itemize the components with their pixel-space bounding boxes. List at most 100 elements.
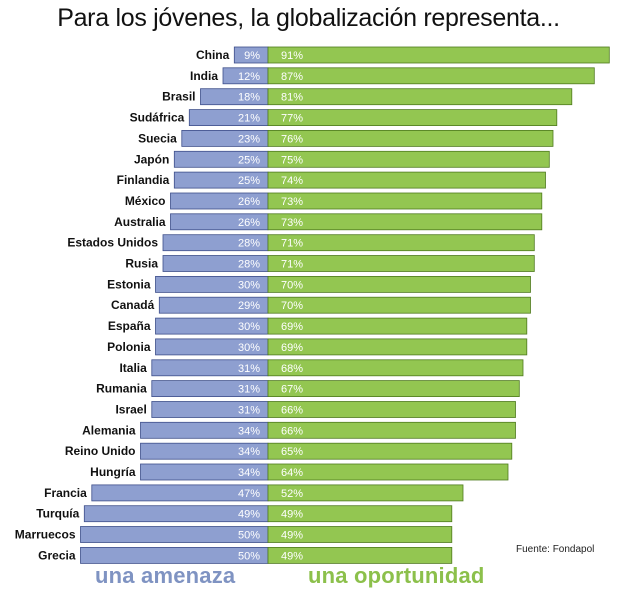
category-label: Estonia	[107, 277, 151, 291]
category-label: Sudáfrica	[130, 111, 185, 125]
value-label-threat: 29%	[238, 300, 260, 312]
bar-opportunity-8	[267, 192, 543, 210]
value-label-opportunity: 87%	[281, 71, 303, 83]
value-label-threat: 18%	[238, 92, 260, 104]
category-label: China	[196, 48, 230, 62]
bar-opportunity-21	[267, 463, 509, 481]
category-label: Grecia	[38, 548, 76, 562]
value-label-threat: 34%	[238, 425, 260, 437]
bar-opportunity-14	[267, 317, 528, 335]
category-label: Finlandia	[117, 173, 170, 187]
bar-opportunity-17	[267, 380, 520, 398]
category-label: Rumania	[96, 382, 147, 396]
chart-title: Para los jóvenes, la globalización repre…	[57, 4, 560, 32]
category-label: Rusia	[125, 257, 158, 271]
value-label-threat: 50%	[238, 550, 260, 562]
value-label-opportunity: 66%	[281, 425, 303, 437]
value-label-threat: 28%	[238, 238, 260, 250]
value-label-opportunity: 64%	[281, 467, 303, 479]
bar-opportunity-5	[267, 129, 554, 147]
category-label: Turquía	[36, 507, 79, 521]
value-label-opportunity: 77%	[281, 113, 303, 125]
bar-opportunity-2	[267, 67, 595, 85]
bar-opportunity-9	[267, 213, 543, 231]
bar-opportunity-10	[267, 234, 535, 252]
category-label: Japón	[134, 152, 169, 166]
value-label-opportunity: 49%	[281, 509, 303, 521]
value-label-threat: 34%	[238, 467, 260, 479]
category-label: México	[125, 194, 166, 208]
value-label-opportunity: 81%	[281, 92, 303, 104]
value-label-opportunity: 52%	[281, 488, 303, 500]
value-label-threat: 26%	[238, 217, 260, 229]
value-label-opportunity: 71%	[281, 259, 303, 271]
value-label-threat: 26%	[238, 196, 260, 208]
bar-opportunity-11	[267, 255, 535, 272]
value-label-threat: 25%	[238, 175, 260, 187]
bar-opportunity-15	[267, 338, 528, 356]
value-label-threat: 28%	[238, 259, 260, 271]
value-label-threat: 47%	[238, 488, 260, 500]
bar-opportunity-1	[267, 46, 610, 64]
category-label: Alemania	[82, 423, 136, 437]
category-label: Canadá	[111, 298, 155, 312]
bar-opportunity-12	[267, 275, 531, 293]
value-label-opportunity: 67%	[281, 384, 303, 396]
category-label: Marruecos	[15, 528, 76, 542]
value-label-threat: 34%	[238, 446, 260, 458]
bar-opportunity-4	[267, 109, 558, 126]
value-label-threat: 23%	[238, 133, 260, 145]
value-label-opportunity: 91%	[281, 50, 303, 62]
source-note: Fuente: Fondapol	[516, 544, 595, 555]
bar-opportunity-25	[267, 547, 453, 564]
value-label-opportunity: 70%	[281, 279, 303, 291]
category-label: India	[190, 69, 218, 83]
value-label-threat: 31%	[238, 384, 260, 396]
category-label: Italia	[119, 361, 147, 375]
bar-opportunity-7	[267, 171, 546, 189]
bar-opportunity-19	[267, 421, 516, 439]
category-label: Estados Unidos	[67, 236, 158, 250]
legend-threat-label: una amenaza	[95, 563, 236, 588]
value-label-opportunity: 71%	[281, 238, 303, 250]
category-label: Israel	[115, 403, 146, 417]
legend-opportunity-label: una oportunidad	[308, 563, 485, 588]
bar-opportunity-24	[267, 526, 453, 543]
value-label-threat: 12%	[238, 71, 260, 83]
value-label-opportunity: 69%	[281, 342, 303, 354]
value-label-opportunity: 70%	[281, 300, 303, 312]
value-label-threat: 31%	[238, 405, 260, 417]
category-label: Suecia	[138, 131, 177, 145]
value-label-opportunity: 74%	[281, 175, 303, 187]
value-label-threat: 30%	[238, 342, 260, 354]
category-label: España	[108, 319, 151, 333]
category-label: Hungría	[90, 465, 136, 479]
bar-opportunity-6	[267, 150, 550, 168]
value-label-threat: 49%	[238, 509, 260, 521]
value-label-opportunity: 75%	[281, 154, 303, 166]
bar-opportunity-22	[267, 484, 464, 502]
value-label-threat: 50%	[238, 530, 260, 542]
value-label-opportunity: 65%	[281, 446, 303, 458]
value-label-threat: 30%	[238, 279, 260, 291]
category-label: Polonia	[107, 340, 151, 354]
bar-opportunity-18	[267, 401, 516, 418]
value-label-opportunity: 73%	[281, 217, 303, 229]
bar-opportunity-3	[267, 88, 573, 106]
category-label: Brasil	[162, 90, 195, 104]
category-label: Australia	[114, 215, 166, 229]
value-label-opportunity: 49%	[281, 530, 303, 542]
value-label-opportunity: 49%	[281, 550, 303, 562]
value-label-threat: 30%	[238, 321, 260, 333]
value-label-opportunity: 76%	[281, 133, 303, 145]
value-label-opportunity: 73%	[281, 196, 303, 208]
bar-opportunity-20	[267, 442, 513, 460]
bar-opportunity-16	[267, 359, 524, 377]
category-label: Francia	[44, 486, 87, 500]
bar-opportunity-13	[267, 296, 531, 314]
value-label-threat: 9%	[244, 50, 260, 62]
value-label-threat: 25%	[238, 154, 260, 166]
value-label-opportunity: 69%	[281, 321, 303, 333]
category-label: Reino Unido	[65, 444, 136, 458]
